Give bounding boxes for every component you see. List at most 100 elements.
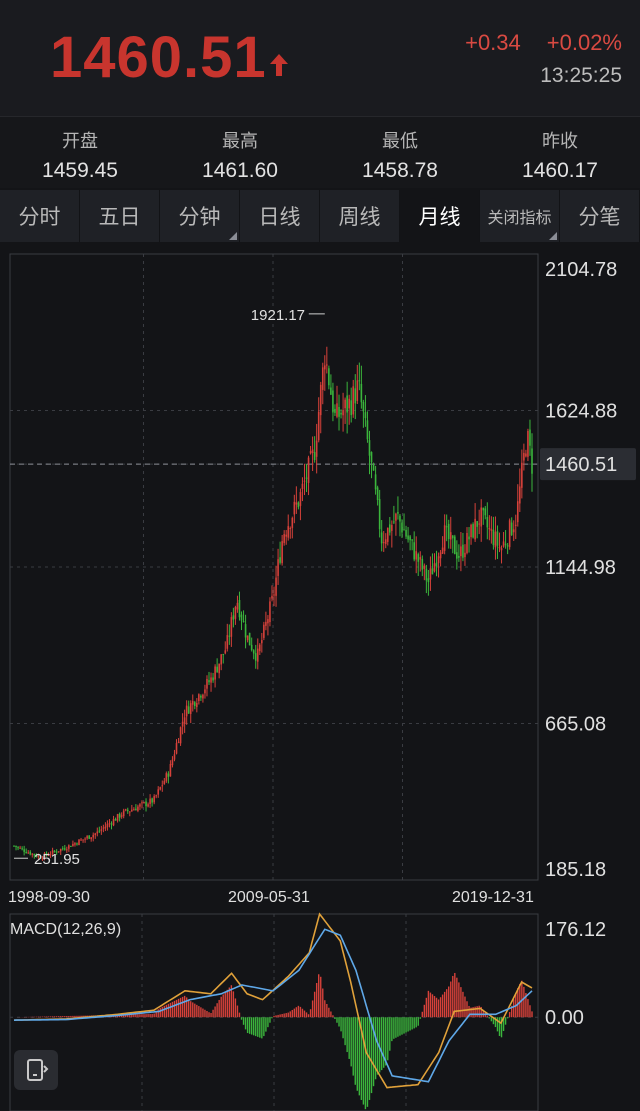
candle-body (53, 851, 56, 853)
candle-body (364, 412, 367, 419)
candle-body (126, 809, 129, 812)
candle-body (185, 705, 188, 717)
candle-body (488, 527, 491, 530)
candle-body (153, 796, 155, 803)
candle-body (425, 568, 428, 581)
candle-body (529, 429, 531, 446)
candle-body (122, 810, 125, 817)
candle-body (55, 851, 58, 853)
candle-body (350, 400, 353, 416)
candle-body (37, 856, 40, 858)
candle-body (474, 518, 476, 540)
tab-daily[interactable]: 日线 (240, 190, 320, 242)
candle-body (193, 702, 196, 707)
candle-body (80, 839, 82, 841)
candle-body (19, 847, 21, 849)
dropdown-corner-icon (229, 232, 237, 240)
tab-label: 分笔 (578, 206, 621, 229)
candle-body (458, 555, 460, 558)
candle-body (114, 819, 117, 821)
candle-body (419, 557, 422, 560)
tab-label: 五日 (98, 206, 141, 229)
candle-body (348, 398, 350, 409)
candle-body (100, 829, 103, 831)
tab-intraday[interactable]: 分时 (0, 190, 80, 242)
candle-body (289, 528, 292, 530)
candle-body (519, 486, 521, 504)
candle-body (216, 666, 218, 673)
candle-body (161, 785, 164, 787)
candle-body (437, 556, 440, 564)
candle-body (116, 814, 119, 821)
candle-body (411, 539, 413, 541)
candle-body (443, 525, 446, 551)
candle-body (293, 501, 296, 515)
candle-body (401, 522, 403, 533)
candle-body (287, 526, 290, 538)
candle-body (496, 531, 499, 546)
candle-body (389, 524, 391, 533)
candle-body (281, 541, 283, 564)
candle-body (315, 440, 318, 457)
candle-body (234, 607, 237, 619)
tab-label: 分时 (18, 206, 61, 229)
tab-monthly[interactable]: 月线 (400, 190, 480, 242)
candle-body (57, 851, 60, 853)
candle-body (449, 532, 452, 540)
candle-body (45, 852, 48, 856)
candle-body (70, 845, 72, 847)
candle-body (254, 653, 257, 661)
candle-body (61, 848, 64, 850)
candle-body (380, 532, 383, 544)
price-axis-label: 1624.88 (545, 401, 617, 423)
candle-body (415, 551, 418, 560)
candle-body (141, 802, 143, 804)
candle-body (155, 795, 157, 797)
candle-body (78, 839, 80, 846)
candle-body (66, 849, 68, 851)
macd-axis-label: 0.00 (545, 1007, 584, 1029)
candle-body (279, 557, 281, 563)
candle-body (204, 689, 206, 694)
candle-body (196, 702, 198, 708)
candle-body (273, 594, 275, 596)
candle-body (500, 548, 503, 551)
up-arrow-icon (270, 54, 288, 76)
tab-label: 关闭指标 (487, 210, 552, 227)
tab-five-day[interactable]: 五日 (80, 190, 160, 242)
candle-body (74, 843, 76, 845)
candle-body (502, 541, 505, 547)
candle-body (313, 452, 316, 461)
price-axis-label: 665.08 (545, 714, 606, 736)
candle-body (423, 565, 426, 569)
candle-body (222, 654, 225, 656)
tab-close-indicator[interactable]: 关闭指标 (480, 190, 560, 242)
candle-body (15, 845, 17, 847)
candle-body (336, 403, 338, 417)
candle-body (169, 764, 172, 777)
candle-body (309, 451, 312, 454)
candle-body (492, 529, 495, 546)
macd-label: MACD(12,26,9) (10, 921, 121, 938)
candle-body (84, 838, 86, 840)
candle-body (35, 854, 38, 857)
candle-body (43, 853, 46, 859)
tab-tick[interactable]: 分笔 (560, 190, 640, 242)
candle-body (470, 524, 472, 538)
rotate-screen-icon[interactable] (14, 1050, 58, 1090)
candle-body (332, 390, 334, 413)
candle-body (147, 804, 149, 807)
kline-chart[interactable]: 2104.78 1624.88 1460.51 1144.98 665.08 185.18… (0, 242, 640, 1111)
candle-body (171, 759, 174, 766)
candle-body (106, 823, 109, 827)
candle-body (494, 531, 497, 548)
tab-weekly[interactable]: 周线 (320, 190, 400, 242)
candle-body (417, 554, 420, 562)
tab-label: 分钟 (178, 206, 221, 229)
candle-body (317, 411, 320, 441)
tab-minute[interactable]: 分钟 (160, 190, 240, 242)
candle-body (189, 703, 192, 714)
candle-body (92, 834, 95, 838)
candle-body (514, 524, 517, 526)
candle-body (41, 858, 44, 860)
